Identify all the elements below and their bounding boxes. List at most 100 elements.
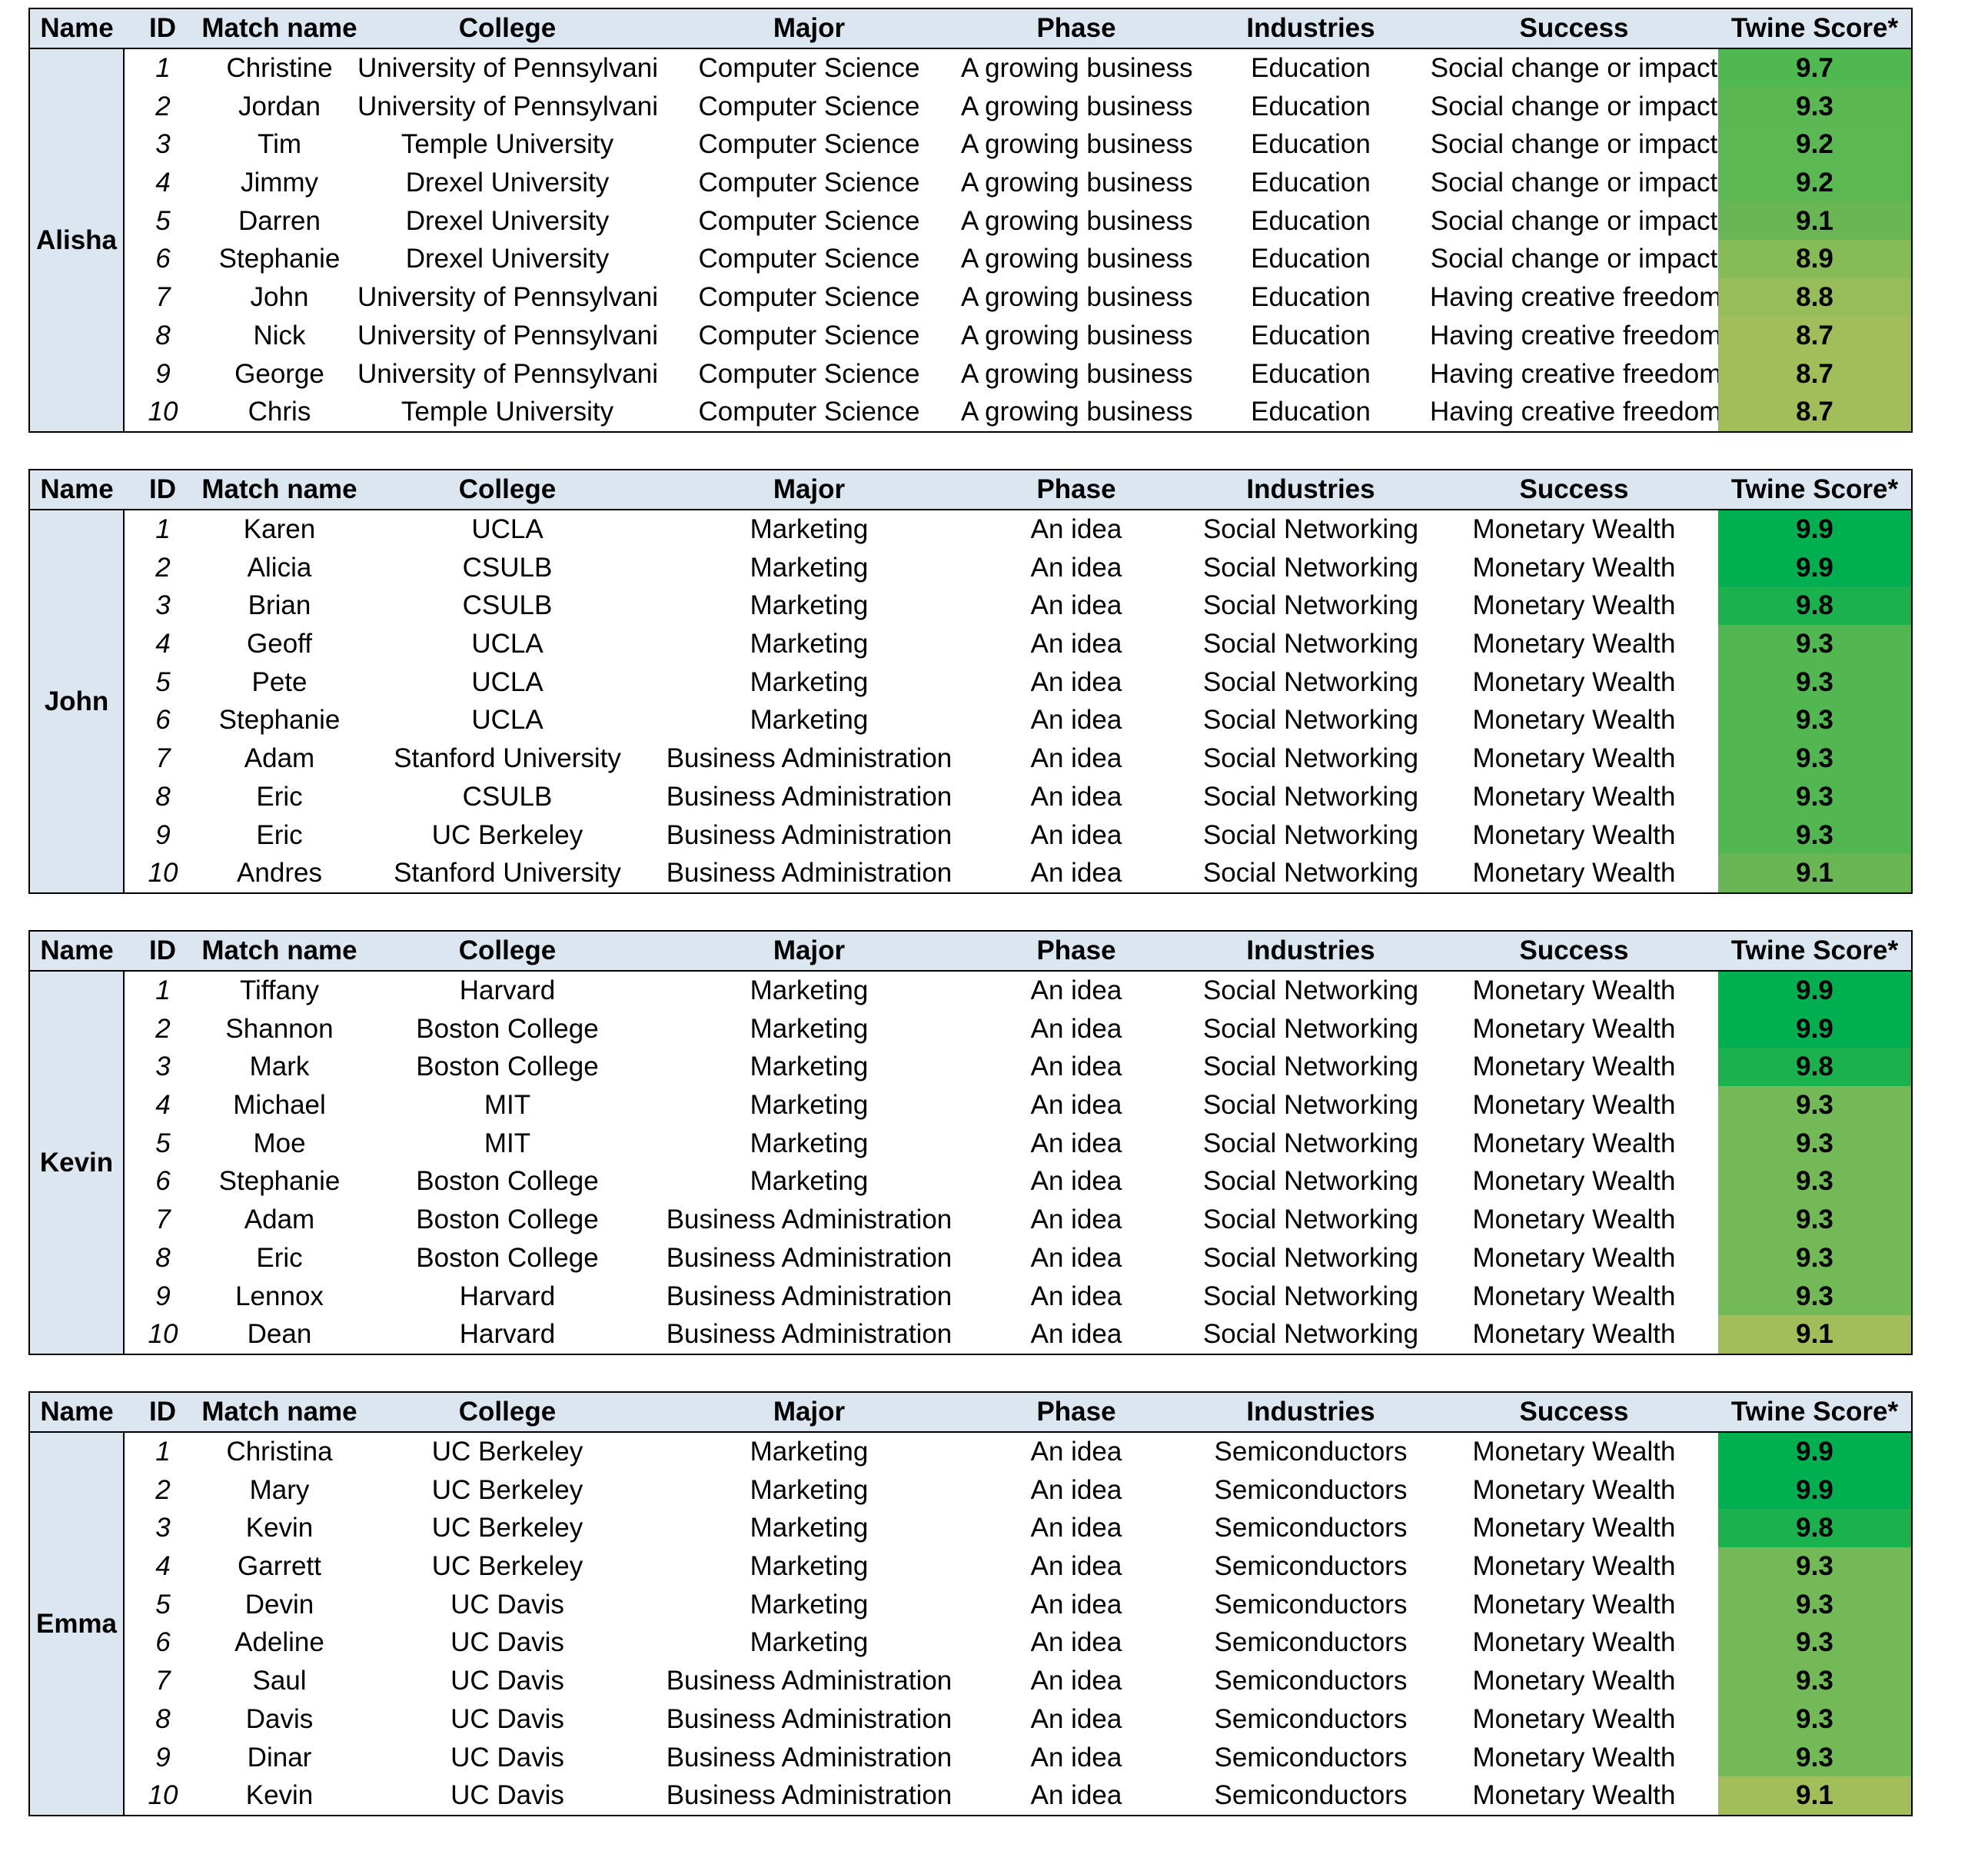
- twine-score-cell: 8.8: [1718, 277, 1913, 317]
- match-name-cell: Christine: [226, 53, 333, 84]
- phase-cell: A growing business: [961, 91, 1192, 121]
- match-name-cell: Nick: [253, 320, 306, 351]
- table-row: 10 Chris Temple University Computer Science…: [29, 392, 1913, 433]
- college-cell: CSULB: [462, 552, 553, 583]
- id-cell: 8: [155, 781, 171, 812]
- column-header: Major: [773, 1397, 846, 1427]
- phase-cell: An idea: [1030, 514, 1122, 545]
- table-row: 3 Mark Boston College Marketing An idea Socia…: [29, 1048, 1913, 1086]
- table-row: 9 Dinar UC Davis Business Administration An …: [29, 1738, 1913, 1776]
- table-row: 5 Devin UC Davis Marketing An idea Semiconduc…: [29, 1585, 1913, 1624]
- column-header: College: [458, 935, 557, 966]
- table-row: Emma 1 Christina UC Berkeley Marketing An ide…: [28, 1431, 1913, 1816]
- major-cell: Business Administration: [657, 1776, 961, 1816]
- college-cell: Temple University: [401, 129, 614, 160]
- table-row: 2 Jordan University of Pennsylvania Compute…: [29, 87, 1913, 126]
- twine-score-cell: 9.3: [1718, 624, 1913, 663]
- match-name-cell: Jordan: [238, 91, 321, 121]
- match-name-cell: Dinar: [247, 1742, 312, 1773]
- phase-cell: An idea: [1030, 1627, 1122, 1658]
- column-header: Major: [773, 935, 846, 966]
- phase-cell: An idea: [1030, 1474, 1122, 1505]
- header-row: Name ID Match name College Major Phase Industr…: [29, 470, 1912, 510]
- match-name-cell: Pete: [251, 666, 308, 697]
- success-cell: Social change or impact: [1430, 205, 1718, 236]
- twine-score-cell: 9.3: [1718, 777, 1913, 816]
- phase-cell: An idea: [1030, 1242, 1122, 1273]
- major-cell: Business Administration: [666, 819, 952, 850]
- major-cell: Marketing: [750, 1551, 869, 1582]
- industry-cell: Social Networking: [1202, 705, 1419, 736]
- match-name-cell: Geoff: [247, 629, 312, 660]
- match-table-alisha: Name ID Match name College Major Phase Industr…: [28, 8, 1913, 433]
- college-cell: University of Pennsylvania: [357, 320, 657, 351]
- major-cell: Business Administration: [657, 853, 961, 894]
- industry-cell: Education: [1251, 91, 1371, 121]
- major-cell: Marketing: [750, 1627, 869, 1658]
- industry-cell: Semiconductors: [1214, 1703, 1408, 1734]
- match-table-emma: Name ID Match name College Major Phase Industr…: [28, 1391, 1913, 1816]
- phase-cell: A growing business: [961, 392, 1192, 433]
- industry-cell: Education: [1192, 392, 1430, 433]
- success-cell: Monetary Wealth: [1472, 1128, 1676, 1158]
- id-cell: 3: [155, 590, 171, 621]
- college-cell: Stanford University: [394, 743, 621, 774]
- column-header: Name: [40, 1397, 114, 1427]
- industry-cell: Education: [1251, 358, 1371, 389]
- match-name-cell: Michael: [233, 1090, 326, 1121]
- major-cell: Computer Science: [698, 168, 920, 198]
- match-table-john: Name ID Match name College Major Phase Industr…: [28, 469, 1913, 894]
- table-row: Kevin 1 Tiffany Harvard Marketing An idea Soci…: [28, 970, 1913, 1355]
- match-name-cell: Tiffany: [239, 975, 320, 1006]
- match-name-cell: Mark: [249, 1052, 310, 1082]
- industry-cell: Semiconductors: [1192, 1776, 1430, 1816]
- id-cell: 7: [155, 743, 171, 774]
- major-cell: Marketing: [750, 1090, 869, 1121]
- match-name-cell: Brian: [248, 590, 311, 621]
- table-row: Alisha 1 Christine University of Pennsylvan…: [28, 48, 1913, 433]
- header-row: Name ID Match name College Major Phase Industr…: [29, 931, 1912, 971]
- major-cell: Computer Science: [698, 244, 920, 274]
- column-header: Twine Score*: [1730, 1397, 1899, 1427]
- college-cell: MIT: [484, 1090, 531, 1121]
- twine-score-cell: 9.8: [1718, 586, 1913, 625]
- industry-cell: Semiconductors: [1214, 1627, 1408, 1658]
- match-table-kevin: Name ID Match name College Major Phase Industr…: [28, 930, 1913, 1355]
- phase-cell: An idea: [1030, 1742, 1122, 1773]
- column-header: ID: [149, 474, 176, 505]
- table-row: 2 Alicia CSULB Marketing An idea Social Netwo…: [29, 548, 1913, 587]
- industry-cell: Education: [1251, 168, 1371, 198]
- id-cell: 6: [155, 1627, 171, 1658]
- id-cell: 5: [155, 666, 171, 697]
- id-cell: 8: [155, 320, 171, 351]
- id-cell: 1: [155, 1437, 171, 1467]
- industry-cell: Semiconductors: [1214, 1551, 1408, 1582]
- match-name-cell: Garrett: [238, 1551, 321, 1582]
- success-cell: Monetary Wealth: [1472, 1281, 1676, 1311]
- twine-score-cell: 9.9: [1718, 1470, 1913, 1510]
- id-cell: 5: [155, 205, 171, 236]
- header-row: Name ID Match name College Major Phase Industr…: [29, 1392, 1912, 1432]
- match-name-cell: Kevin: [201, 1776, 357, 1816]
- table-row: 7 Adam Boston College Business Administrati…: [29, 1200, 1913, 1239]
- major-cell: Business Administration: [666, 743, 952, 774]
- college-cell: UCLA: [471, 514, 544, 545]
- match-name-cell: Adam: [244, 743, 315, 774]
- match-name-cell: Kevin: [245, 1513, 314, 1543]
- phase-cell: An idea: [1030, 781, 1122, 812]
- phase-cell: An idea: [1030, 1703, 1122, 1734]
- success-cell: Social change or impact: [1430, 53, 1718, 84]
- twine-score-cell: 9.1: [1718, 1776, 1913, 1816]
- id-cell: 4: [155, 1090, 171, 1121]
- column-header: Twine Score*: [1730, 474, 1899, 505]
- college-cell: University of Pennsylvania: [357, 53, 657, 84]
- major-cell: Marketing: [750, 1052, 869, 1082]
- column-header: Match name: [201, 1397, 357, 1427]
- twine-score-cell: 9.7: [1718, 48, 1913, 88]
- major-cell: Computer Science: [698, 358, 920, 389]
- major-cell: Computer Science: [698, 320, 920, 351]
- success-cell: Monetary Wealth: [1472, 819, 1676, 850]
- match-name-cell: Adam: [244, 1204, 315, 1235]
- match-name-cell: Moe: [253, 1128, 306, 1158]
